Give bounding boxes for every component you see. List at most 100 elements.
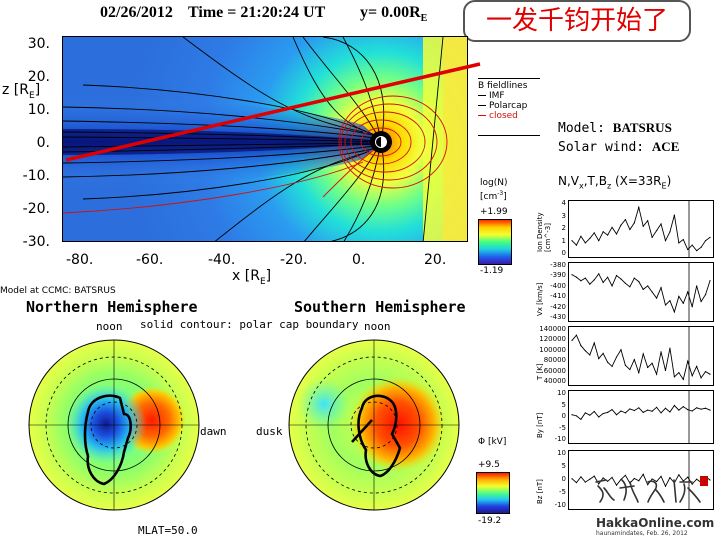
timeseries-point — [709, 236, 711, 238]
timeseries-point — [593, 279, 595, 281]
timeseries-point — [589, 283, 591, 285]
timeseries-point — [607, 361, 609, 363]
timeseries-point — [647, 366, 649, 369]
phi-colorbar-min: -19.2 — [478, 516, 502, 526]
timeseries-point — [691, 410, 693, 412]
north-title: Northern Hemisphere — [26, 298, 198, 316]
main-zlabel-close: ] — [34, 82, 41, 98]
timeseries-point — [696, 285, 698, 287]
timeseries-panel — [568, 390, 714, 444]
params-x: x — [579, 181, 584, 191]
timeseries-svg — [571, 327, 711, 385]
timeseries-point — [584, 481, 586, 483]
timeseries-point — [593, 342, 595, 344]
legend-bottom-rule — [478, 135, 540, 136]
timeseries-point — [691, 483, 693, 485]
timeseries-point — [638, 372, 640, 374]
timeseries-point — [607, 480, 609, 482]
main-ytick: 30. — [27, 36, 50, 52]
timeseries-point — [669, 231, 671, 233]
timeseries-point — [575, 415, 578, 417]
timeseries-point — [669, 347, 671, 349]
main-ytick: 20. — [27, 69, 50, 85]
timeseries-point — [642, 473, 644, 475]
timeseries-ytick: 5 — [561, 400, 566, 409]
timeseries-line — [571, 473, 711, 488]
timeseries-ytick: 100000 — [539, 345, 566, 354]
timeseries-line — [571, 205, 711, 252]
density-colorbar-unit: [cm-3] — [480, 190, 507, 202]
timeseries-point — [673, 311, 675, 313]
timeseries-point — [638, 281, 640, 283]
timeseries-ytick: -10 — [554, 435, 566, 443]
timeseries-point — [664, 407, 667, 409]
legend-closed-label: closed — [489, 111, 518, 121]
timeseries-point — [647, 409, 649, 411]
timeseries-svg — [571, 263, 711, 321]
timeseries-point — [709, 409, 711, 411]
timeseries-point — [602, 231, 604, 233]
timeseries-point — [678, 474, 680, 476]
timeseries-point — [664, 304, 667, 306]
north-noon-label: noon — [96, 320, 123, 333]
timeseries-line — [571, 404, 711, 420]
solarwind-value: ACE — [651, 139, 680, 154]
timeseries-point — [655, 480, 658, 483]
watermark-site: HakkaOnline.com — [596, 516, 715, 530]
main-xtick: -60. — [136, 252, 164, 268]
timeseries-point — [629, 408, 631, 410]
timeseries-point — [655, 373, 658, 375]
main-xlabel-text: x [R — [232, 268, 260, 284]
timeseries-point — [682, 302, 684, 304]
timeseries-point — [647, 285, 649, 287]
timeseries-point — [664, 240, 667, 242]
legend-closed-swatch — [478, 115, 486, 116]
timeseries-point — [584, 412, 586, 414]
legend-item-imf: IMF — [478, 91, 540, 101]
timeseries-ytick: -410 — [550, 292, 566, 301]
main-xtick: 20. — [424, 252, 447, 268]
timeseries-ytick: 2 — [561, 224, 566, 232]
timeseries-ytick: -430 — [550, 313, 566, 321]
solarwind-line: Solar wind: ACE — [558, 139, 679, 155]
timeseries-point — [700, 300, 702, 303]
timeseries-point — [642, 353, 644, 355]
timeseries-point — [704, 240, 707, 242]
timeseries-point — [629, 368, 631, 371]
timeseries-point — [575, 244, 578, 246]
timeseries-point — [709, 280, 711, 282]
timeseries-point — [620, 349, 622, 351]
timeseries-ytick: -420 — [550, 302, 566, 311]
timeseries-point — [651, 236, 653, 238]
timeseries-point — [575, 482, 578, 484]
timeseries-point — [691, 375, 693, 377]
timeseries-point — [598, 273, 600, 275]
chinese-banner: 一发千钧开始了 — [463, 0, 691, 42]
main-xtick: 0. — [352, 252, 366, 268]
timeseries-point — [655, 230, 658, 232]
params-z: z — [606, 181, 612, 191]
timeseries-point — [669, 477, 671, 479]
south-dusk-label: dusk — [256, 425, 283, 438]
main-ytick: 10. — [27, 102, 50, 118]
timeseries-point — [673, 404, 675, 407]
timeseries-point — [682, 238, 684, 241]
phi-colorbar — [476, 472, 510, 514]
timeseries-ytick: 0 — [561, 475, 566, 483]
timeseries-point — [696, 407, 698, 409]
timeseries-ytick: 10 — [557, 449, 566, 457]
timeseries-point — [678, 409, 680, 411]
main-xtick: -20. — [280, 252, 308, 268]
params-line: N,Vx,T,Bz (X=33RE) — [558, 174, 671, 190]
timeseries-point — [700, 408, 702, 410]
timeseries-point — [687, 291, 689, 293]
main-xlabel-sub: E — [259, 276, 266, 287]
header-ypos-text: y= 0.00R — [360, 4, 421, 21]
timeseries-point — [593, 232, 595, 234]
timeseries-point — [691, 244, 693, 246]
timeseries-ytick: 40000 — [543, 377, 566, 385]
main-xtick: -80. — [66, 252, 94, 268]
timeseries-point — [687, 476, 689, 478]
timeseries-point — [589, 354, 591, 356]
ccmc-note: Model at CCMC: BATSRUS — [0, 286, 116, 296]
